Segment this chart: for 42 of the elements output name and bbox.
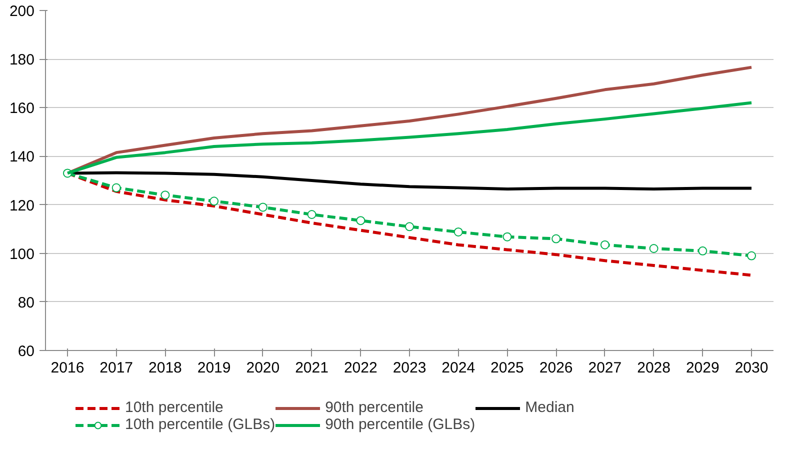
x-tick-label: 2021 (295, 360, 328, 376)
point (698, 246, 708, 256)
x-tick-label: 2020 (246, 360, 280, 376)
legend-label: 10th percentile (125, 399, 224, 416)
x-tick-label: 2025 (490, 360, 524, 376)
x-tick-label: 2028 (637, 360, 670, 376)
point (210, 196, 219, 206)
x-tick-label: 2016 (50, 360, 84, 376)
point (600, 240, 610, 250)
point (112, 183, 121, 192)
point (160, 190, 170, 200)
x-tick-label: 2029 (686, 360, 720, 376)
point (502, 232, 512, 242)
point (258, 202, 268, 212)
point (454, 227, 463, 236)
point (552, 234, 561, 244)
point (405, 222, 414, 232)
x-tick-label: 2026 (539, 360, 573, 376)
y-tick-label: 180 (9, 52, 35, 69)
legend-label: 10th percentile (GLBs) (125, 416, 276, 433)
y-tick-label: 60 (18, 343, 35, 360)
x-tick-label: 2019 (197, 360, 231, 376)
x-tick-label: 2022 (344, 360, 378, 376)
y-tick-label: 80 (18, 294, 35, 312)
y-tick-label: 160 (9, 100, 35, 118)
y-tick-label: 120 (9, 197, 35, 214)
x-tick-label: 2024 (442, 360, 476, 376)
x-tick-label: 2017 (100, 360, 134, 376)
x-tick-label: 2018 (148, 360, 182, 376)
legend-label: Median (525, 399, 576, 416)
point (356, 216, 366, 226)
x-tick-label: 2030 (734, 360, 768, 376)
y-tick-label: 100 (9, 246, 35, 263)
y-tick-label: 200 (9, 3, 35, 20)
point (747, 251, 756, 260)
y-tick-label: 140 (9, 148, 35, 166)
x-tick-label: 2023 (392, 360, 426, 376)
point (649, 244, 658, 253)
legend-label: 90th percentile (GLBs) (325, 416, 476, 433)
legend-label: 90th percentile (325, 399, 424, 416)
x-tick-label: 2027 (588, 360, 622, 376)
point (307, 210, 316, 219)
